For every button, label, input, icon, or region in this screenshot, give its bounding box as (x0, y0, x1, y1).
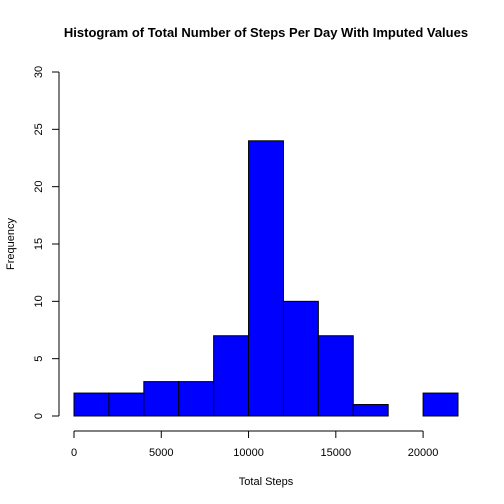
histogram-bar (73, 392, 110, 417)
histogram-bar (422, 392, 459, 417)
y-axis-label: Frequency (5, 218, 17, 270)
bars-group (73, 140, 459, 417)
histogram-bar (248, 140, 284, 417)
x-axis: 0 5000 10000 15000 20000 (71, 430, 439, 459)
x-tick-label: 10000 (233, 447, 264, 459)
histogram-bar (178, 381, 215, 417)
histogram-bar (352, 404, 389, 417)
y-tick-label: 10 (33, 295, 45, 307)
x-tick-label: 5000 (149, 447, 173, 459)
x-axis-label: Total Steps (239, 476, 294, 488)
y-tick-label: 15 (33, 238, 45, 250)
y-tick-label: 20 (33, 181, 45, 193)
y-axis: 0 5 10 15 20 25 30 (33, 66, 60, 419)
histogram-bar (213, 335, 250, 417)
x-tick-label: 0 (71, 447, 77, 459)
histogram-bar (317, 335, 354, 417)
histogram-bar (282, 300, 319, 417)
y-tick-label: 30 (33, 66, 45, 78)
histogram-bar (143, 381, 180, 417)
x-tick-label: 20000 (408, 447, 439, 459)
x-tick-label: 15000 (321, 447, 352, 459)
y-tick-label: 5 (33, 356, 45, 362)
y-tick-label: 25 (33, 123, 45, 135)
histogram-bar (108, 392, 145, 417)
chart-title: Histogram of Total Number of Steps Per D… (64, 25, 468, 40)
y-tick-label: 0 (33, 413, 45, 419)
